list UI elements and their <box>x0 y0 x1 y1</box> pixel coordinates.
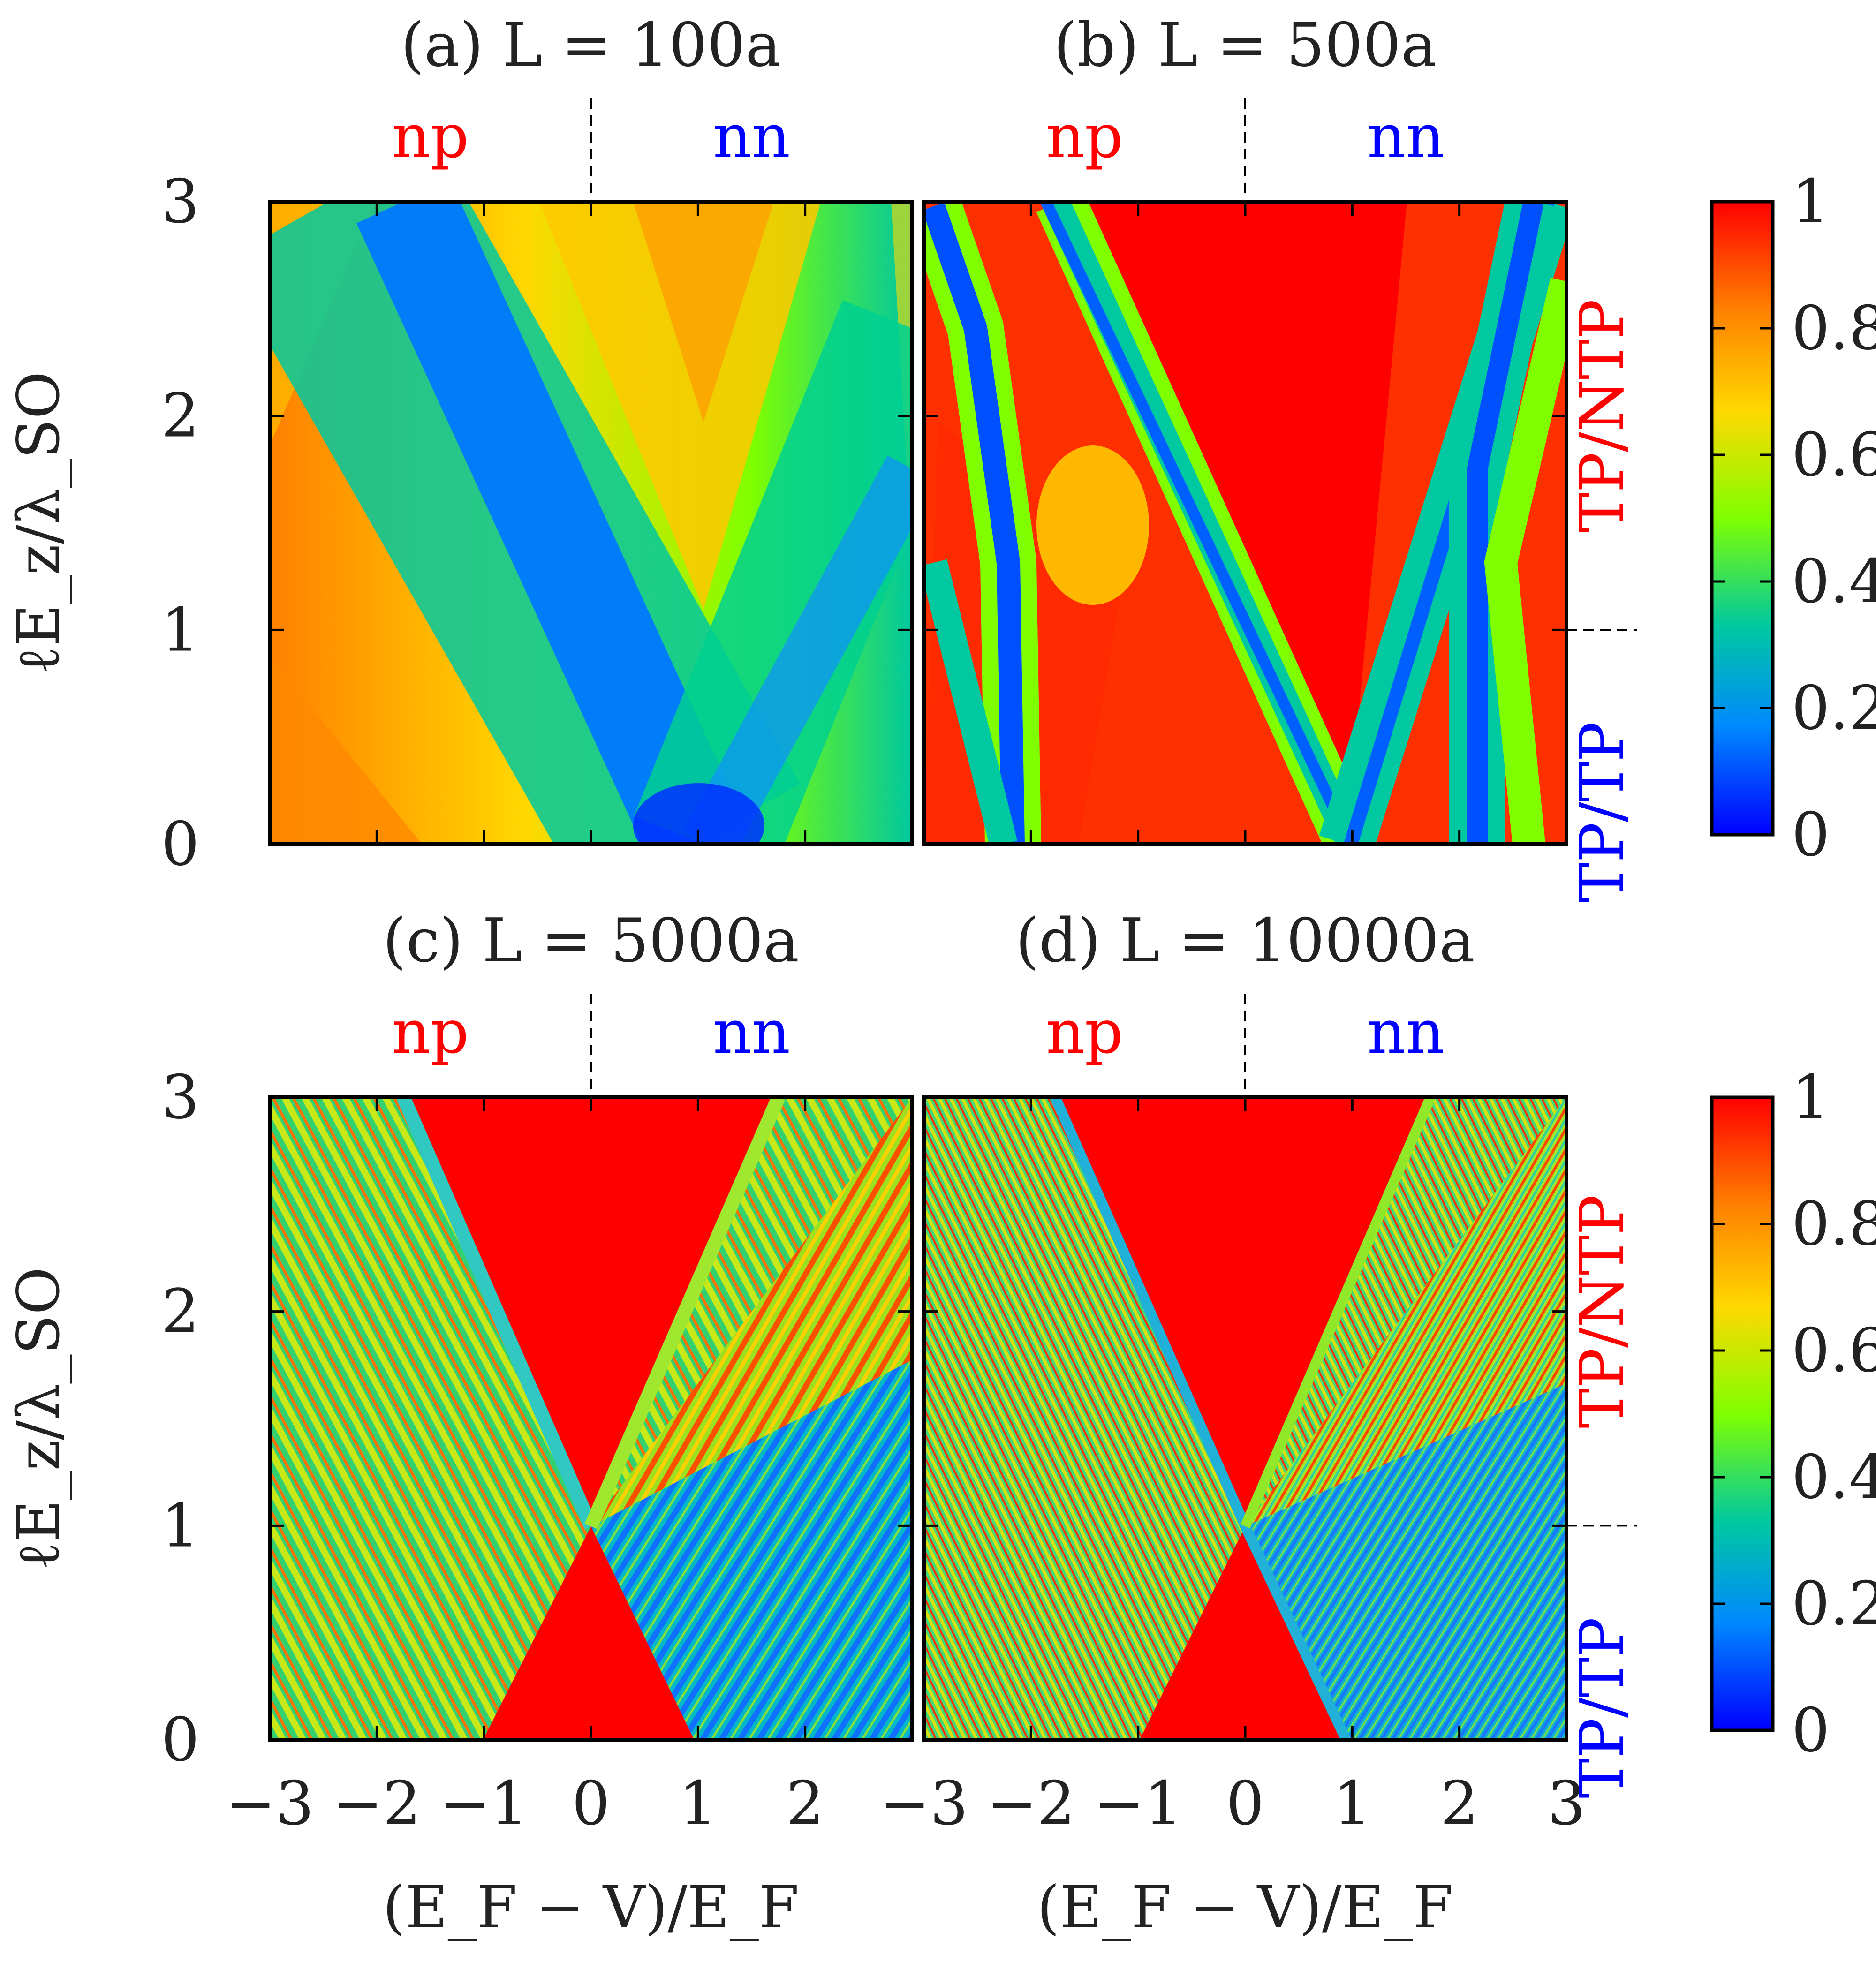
region-label-nn: nn <box>713 997 790 1067</box>
heatmap-b <box>924 202 1566 844</box>
x-tick-label: −1 <box>439 1769 528 1839</box>
y-axis-title: ℓE_z/λ_SO <box>5 1267 73 1570</box>
region-label-nn: nn <box>1367 997 1445 1067</box>
y-tick-label: 1 <box>161 595 199 665</box>
x-tick-label: −1 <box>1094 1769 1182 1839</box>
phase-label-tp-tp: TP/TP <box>1567 1617 1637 1798</box>
colorbar-tick-label: 1 <box>1792 1063 1830 1132</box>
x-tick-label: 0 <box>572 1769 610 1839</box>
x-tick-label: 0 <box>1226 1769 1264 1839</box>
x-tick-label: −2 <box>333 1769 421 1839</box>
colorbar-tick-label: 0.8 <box>1792 1189 1876 1259</box>
panel-title-b: (b) L = 500a <box>1054 10 1437 80</box>
x-tick-label: −2 <box>987 1769 1075 1839</box>
colorbars: 0 0.2 0.4 0.6 0.8 1 0 0.2 0.4 0.6 0.8 1 <box>1710 167 1876 1766</box>
colorbar-tick-label: 0.4 <box>1792 1442 1876 1512</box>
x-tick-label: 2 <box>1440 1769 1478 1839</box>
colorbar-1 <box>1710 200 1775 837</box>
axes-overlay <box>268 98 1637 1742</box>
panel-a <box>270 202 912 844</box>
x-axis-title: (E_F − V)/E_F <box>1037 1874 1453 1941</box>
y-axis-title: ℓE_z/λ_SO <box>5 371 73 674</box>
x-tick-label: −3 <box>880 1769 968 1839</box>
y-tick-label: 2 <box>161 1277 199 1347</box>
x-tick-label: 2 <box>786 1769 824 1839</box>
colorbar-2 <box>1710 1095 1775 1732</box>
phase-label-tp-ntp: TP/NTP <box>1567 299 1637 533</box>
region-label-np: np <box>1046 997 1123 1067</box>
y-tick-label: 2 <box>161 381 199 451</box>
colorbar-tick-label: 0.2 <box>1792 1569 1876 1639</box>
region-label-np: np <box>392 102 469 172</box>
panel-title-a: (a) L = 100a <box>401 10 781 80</box>
x-tick-label: 1 <box>679 1769 717 1839</box>
y-tick-label: 0 <box>161 809 199 879</box>
phase-label-tp-tp: TP/TP <box>1567 722 1637 903</box>
colorbar-tick-label: 0 <box>1792 1696 1830 1766</box>
panel-title-d: (d) L = 10000a <box>1015 906 1475 976</box>
panel-b <box>924 202 1566 844</box>
heatmap-a <box>270 202 912 844</box>
x-tick-label: 3 <box>1547 1769 1585 1839</box>
colorbar-tick-label: 0 <box>1792 800 1830 870</box>
colorbar-tick-label: 1 <box>1792 167 1830 237</box>
colorbar-tick-label: 0.6 <box>1792 1316 1876 1386</box>
heatmap-d <box>924 1097 1566 1740</box>
colorbar-tick-label: 0.6 <box>1792 420 1876 490</box>
x-tick-label: 1 <box>1333 1769 1371 1839</box>
heatmap-c <box>270 1097 912 1740</box>
region-label-np: np <box>1046 102 1123 172</box>
region-label-nn: nn <box>1367 102 1445 172</box>
panel-c <box>270 1097 912 1740</box>
phase-label-tp-ntp: TP/NTP <box>1567 1195 1637 1428</box>
colorbar-tick-label: 0.4 <box>1792 547 1876 617</box>
colorbar-tick-label: 0.2 <box>1792 673 1876 743</box>
region-label-np: np <box>392 997 469 1067</box>
panel-title-c: (c) L = 5000a <box>383 906 799 976</box>
y-tick-label: 1 <box>161 1491 199 1561</box>
y-tick-label: 3 <box>161 1063 199 1132</box>
region-label-nn: nn <box>713 102 790 172</box>
y-tick-label: 0 <box>161 1705 199 1775</box>
y-tick-label: 3 <box>161 167 199 237</box>
colorbar-tick-label: 0.8 <box>1792 294 1876 363</box>
x-axis-title: (E_F − V)/E_F <box>383 1874 799 1941</box>
x-tick-label: −3 <box>226 1769 314 1839</box>
panel-d <box>924 1097 1566 1740</box>
